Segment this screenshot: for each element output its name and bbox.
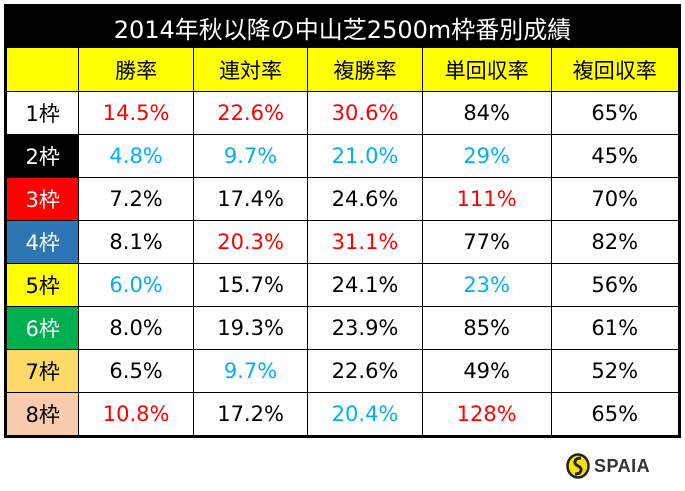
table-cell: 24.1%: [307, 263, 423, 307]
table-cell: 9.7%: [192, 134, 309, 178]
table-row: 4枠 8.1% 20.3% 31.1% 77% 82%: [4, 220, 681, 264]
stats-table: 2014年秋以降の中山芝2500m枠番別成績 勝率 連対率 複勝率 単回収率 複回収率 …: [4, 4, 681, 438]
table-row: 1枠 14.5% 22.6% 30.6% 84% 65%: [4, 91, 681, 135]
table-cell: 6.5%: [78, 349, 194, 393]
table-cell: 10.8%: [78, 392, 194, 437]
row-label: 8枠: [4, 392, 80, 437]
table-cell: 22.6%: [307, 349, 423, 393]
table-row: 3枠 7.2% 17.4% 24.6% 111% 70%: [4, 177, 681, 221]
table-cell: 84%: [421, 91, 552, 135]
table-row: 5枠 6.0% 15.7% 24.1% 23% 56%: [4, 263, 681, 307]
table-cell: 15.7%: [192, 263, 309, 307]
table-cell: 19.3%: [192, 306, 309, 350]
table-cell: 7.2%: [78, 177, 194, 221]
table-cell: 20.3%: [192, 220, 309, 264]
table-cell: 56%: [550, 263, 681, 307]
column-header: 複勝率: [307, 47, 423, 92]
table-cell: 70%: [550, 177, 681, 221]
column-header: 単回収率: [421, 47, 552, 92]
table-cell: 82%: [550, 220, 681, 264]
table-cell: 17.4%: [192, 177, 309, 221]
spaia-logo: SPAIA: [566, 453, 650, 479]
header-corner: [4, 47, 80, 92]
row-label: 5枠: [4, 263, 80, 307]
table-cell: 9.7%: [192, 349, 309, 393]
table-row: 8枠 10.8% 17.2% 20.4% 128% 65%: [4, 392, 681, 437]
table-cell: 22.6%: [192, 91, 309, 135]
row-label: 3枠: [4, 177, 80, 221]
row-label: 7枠: [4, 349, 80, 393]
table-cell: 20.4%: [307, 392, 423, 437]
table-cell: 77%: [421, 220, 552, 264]
table-cell: 49%: [421, 349, 552, 393]
table-cell: 61%: [550, 306, 681, 350]
column-header: 連対率: [192, 47, 309, 92]
table-row: 2枠 4.8% 9.7% 21.0% 29% 45%: [4, 134, 681, 178]
table-cell: 8.0%: [78, 306, 194, 350]
table-cell: 65%: [550, 91, 681, 135]
table-row: 7枠 6.5% 9.7% 22.6% 49% 52%: [4, 349, 681, 393]
table-cell: 128%: [421, 392, 552, 437]
table-cell: 45%: [550, 134, 681, 178]
table-row: 6枠 8.0% 19.3% 23.9% 85% 61%: [4, 306, 681, 350]
table-cell: 24.6%: [307, 177, 423, 221]
spaia-logo-icon: [566, 453, 590, 479]
table-cell: 21.0%: [307, 134, 423, 178]
table-cell: 30.6%: [307, 91, 423, 135]
logo-text: SPAIA: [594, 455, 651, 476]
table-title: 2014年秋以降の中山芝2500m枠番別成績: [5, 5, 680, 48]
row-label: 4枠: [4, 220, 80, 264]
table-cell: 111%: [421, 177, 552, 221]
row-label: 1枠: [4, 91, 80, 135]
table-cell: 8.1%: [78, 220, 194, 264]
table-cell: 65%: [550, 392, 681, 437]
row-label: 6枠: [4, 306, 80, 350]
column-header: 複回収率: [550, 47, 681, 92]
column-header: 勝率: [78, 47, 194, 92]
table-cell: 14.5%: [78, 91, 194, 135]
table-cell: 29%: [421, 134, 552, 178]
table-cell: 52%: [550, 349, 681, 393]
header-row: 勝率 連対率 複勝率 単回収率 複回収率: [4, 47, 681, 92]
table-cell: 17.2%: [192, 392, 309, 437]
table-cell: 85%: [421, 306, 552, 350]
table-cell: 23.9%: [307, 306, 423, 350]
table-cell: 4.8%: [78, 134, 194, 178]
table-cell: 23%: [421, 263, 552, 307]
table-cell: 6.0%: [78, 263, 194, 307]
row-label: 2枠: [4, 134, 80, 178]
table-cell: 31.1%: [307, 220, 423, 264]
